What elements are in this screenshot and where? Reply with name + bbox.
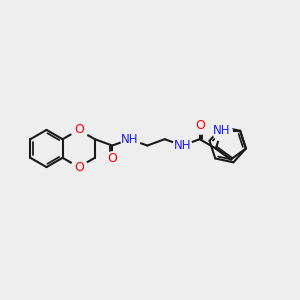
Text: O: O bbox=[107, 152, 117, 166]
Text: O: O bbox=[74, 123, 84, 136]
Text: NH: NH bbox=[121, 133, 139, 146]
Text: NH: NH bbox=[173, 139, 191, 152]
Text: O: O bbox=[74, 160, 84, 174]
Text: NH: NH bbox=[213, 124, 230, 137]
Text: O: O bbox=[195, 119, 205, 132]
